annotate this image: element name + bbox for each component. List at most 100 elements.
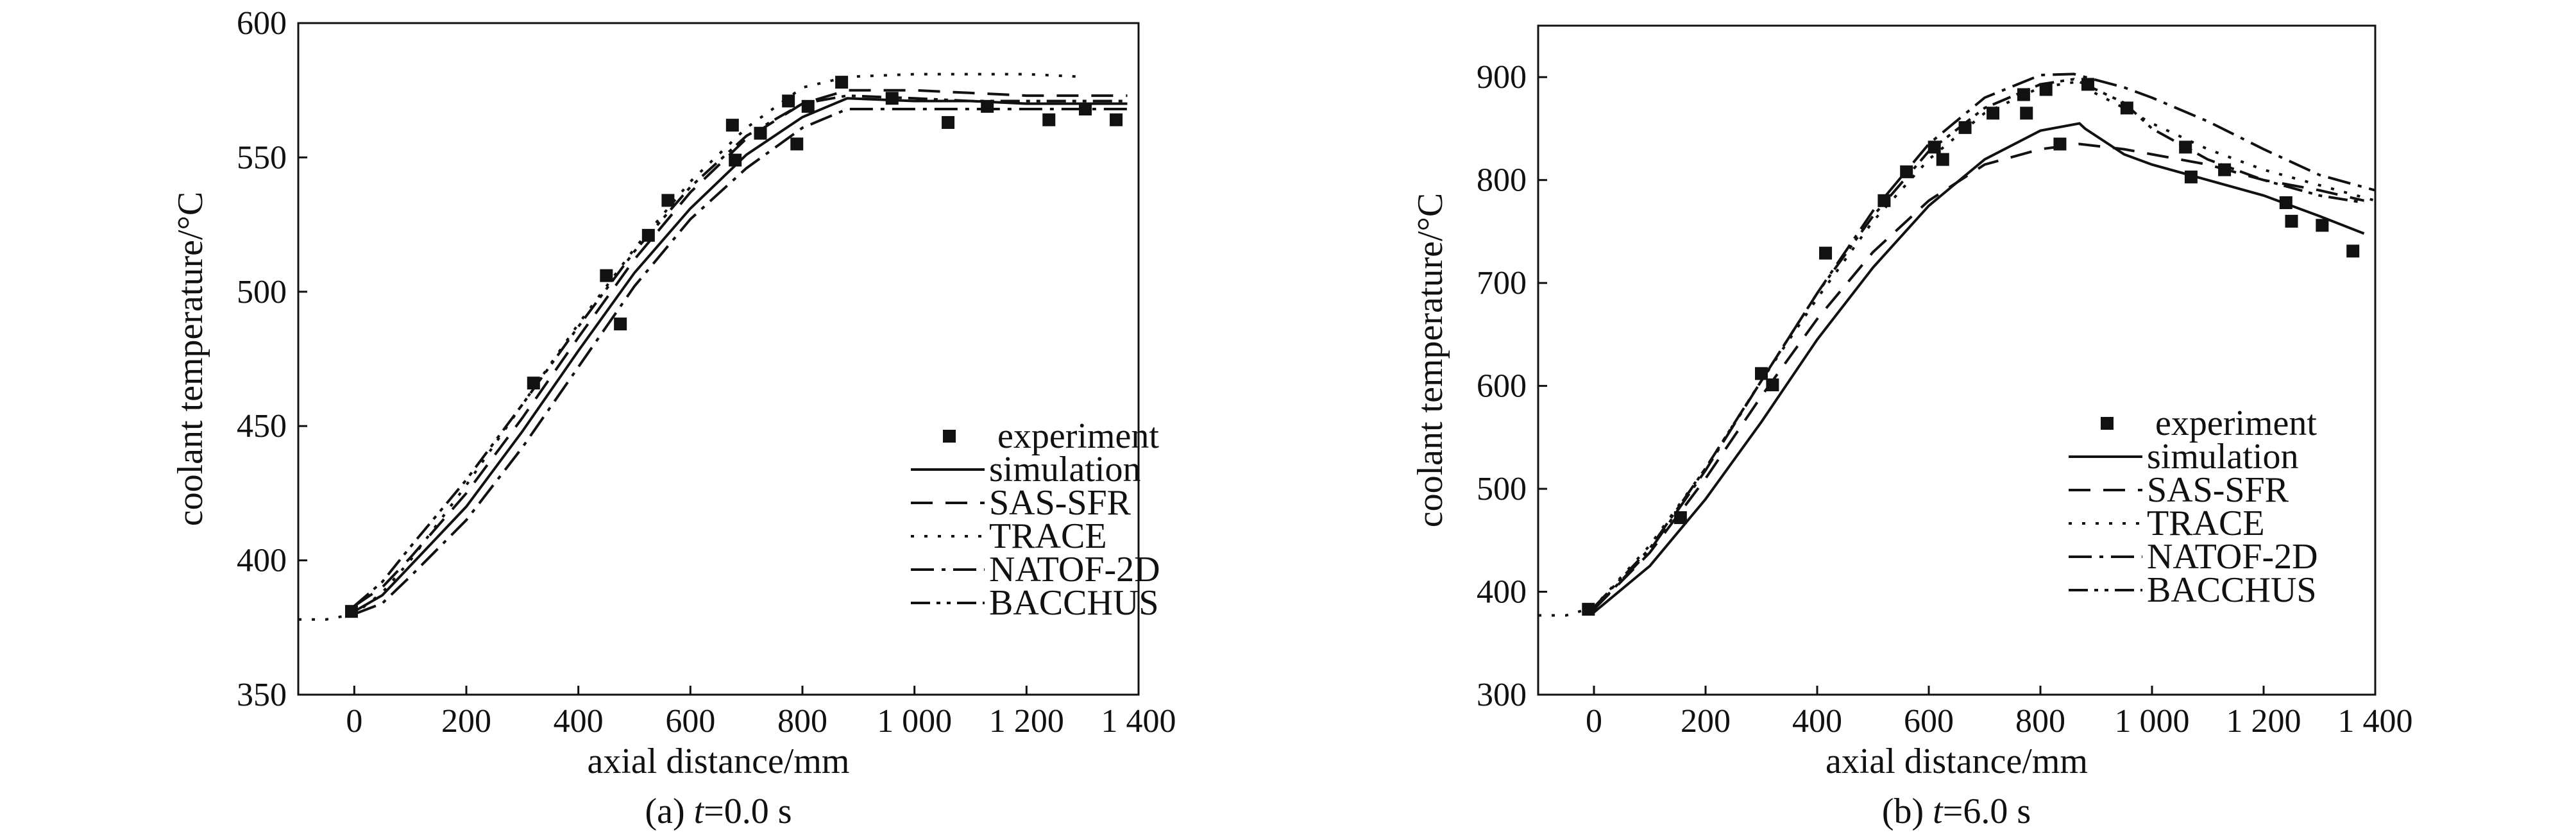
experiment-point [2053, 137, 2067, 151]
series-line-trace [1538, 81, 2375, 617]
experiment-point [661, 194, 675, 207]
legend-label-natof-2d: NATOF-2D [2147, 537, 2318, 577]
experiment-point [1755, 367, 1768, 380]
y-tick-label: 900 [1477, 59, 1527, 96]
panel-caption: (b) t=6.0 s [1882, 792, 2031, 831]
experiment-point [614, 318, 627, 331]
x-tick-label: 400 [554, 703, 604, 740]
x-tick-label: 1 200 [2226, 703, 2301, 740]
x-axis-label: axial distance/mm [1826, 742, 2088, 781]
x-tick-label: 800 [2015, 703, 2065, 740]
experiment-point [2020, 106, 2033, 120]
experiment-point [835, 76, 849, 89]
x-tick-label: 0 [346, 703, 362, 740]
panel-b: 0 200 400 600 800 1 000 1 200 1 400 300 400 500 600… [1411, 24, 2413, 831]
experiment-point [2184, 170, 2198, 183]
experiment-point [1928, 140, 1941, 154]
legend-label-experiment: experiment [997, 416, 1159, 456]
legend-label-simulation: simulation [989, 450, 1140, 489]
x-tick-label: 200 [441, 703, 491, 740]
experiment-point [600, 269, 613, 282]
legend-marker-experiment [2101, 417, 2114, 430]
legend-label-sas-sfr: SAS-SFR [2147, 470, 2289, 510]
series-line-simulation [1593, 122, 2365, 614]
experiment-point [527, 377, 540, 390]
y-tick-label: 550 [237, 139, 287, 176]
x-tick-label: 600 [665, 703, 715, 740]
experiment-point [885, 92, 899, 105]
x-tick-label: 1 000 [877, 703, 952, 740]
x-tick-label: 1 000 [2115, 703, 2190, 740]
legend-label-bacchus: BACCHUS [989, 583, 1159, 623]
experiment-point [2316, 219, 2329, 232]
experiment-point [1582, 602, 1595, 616]
experiment-point [1110, 113, 1123, 126]
y-tick-label: 350 [237, 677, 287, 713]
series-line-simulation [353, 97, 1128, 613]
experiment-point [1987, 106, 2000, 120]
experiment-point [981, 99, 994, 113]
y-tick-label: 700 [1477, 265, 1527, 301]
caption-variable: t [694, 792, 705, 831]
y-tick-label: 450 [237, 408, 287, 445]
y-tick-label: 500 [237, 274, 287, 310]
experiment-point [344, 605, 358, 618]
experiment-point [1819, 246, 1833, 260]
experiment-point [2279, 196, 2292, 209]
experiment-point [2179, 140, 2192, 154]
legend: experimentsimulationSAS-SFRTRACENATOF-2D… [2069, 403, 2318, 610]
experiment-point [942, 115, 955, 129]
y-tick-label: 800 [1477, 162, 1527, 199]
legend-label-bacchus: BACCHUS [2147, 570, 2317, 610]
experiment-point [1958, 121, 1972, 134]
series-line-trace [298, 72, 1083, 621]
experiment-point [2285, 214, 2298, 228]
x-tick-label: 1 400 [2338, 703, 2413, 740]
experiment-point [725, 119, 739, 132]
x-tick-label: 600 [1904, 703, 1954, 740]
panel-caption: (a) t=0.0 s [645, 792, 792, 831]
y-tick-label: 500 [1477, 471, 1527, 507]
experiment-point [2039, 83, 2053, 96]
caption-suffix: =0.0 s [704, 792, 792, 831]
experiment-point [754, 126, 767, 140]
experiment-point [1042, 113, 1056, 126]
experiment-point [1766, 378, 1779, 392]
experiment-point [782, 94, 795, 108]
series-line-natof-2d [353, 108, 1128, 616]
series-line-sas-sfr [353, 89, 1128, 607]
experiment-point [1674, 511, 1687, 525]
y-tick-label: 600 [237, 5, 287, 42]
legend-label-experiment: experiment [2155, 403, 2317, 443]
x-tick-label: 0 [1586, 703, 1602, 740]
experiment-point [1877, 194, 1891, 207]
experiment-point [2017, 88, 2030, 101]
experiment-point [641, 228, 655, 242]
plot-frame [1537, 24, 2377, 696]
y-axis-label: coolant temperature/°C [1411, 193, 1450, 528]
experiment-point [2081, 78, 2094, 91]
legend-label-trace: TRACE [2147, 504, 2265, 543]
series-line-natof-2d [1593, 72, 2375, 611]
y-tick-label: 400 [1477, 574, 1527, 611]
experiment-point [1900, 165, 1913, 178]
series-line-sas-sfr [1593, 142, 2365, 611]
legend-label-simulation: simulation [2147, 437, 2298, 477]
experiment-point [2120, 101, 2133, 115]
legend-label-trace: TRACE [989, 516, 1107, 556]
experiment-point [790, 137, 804, 151]
x-tick-label: 1 200 [989, 703, 1064, 740]
legend-label-sas-sfr: SAS-SFR [989, 483, 1131, 523]
experiment-point [2346, 244, 2360, 258]
experiment-point [2218, 163, 2232, 176]
caption-prefix: (a) [645, 792, 693, 831]
x-tick-label: 1 400 [1101, 703, 1176, 740]
x-tick-label: 800 [777, 703, 827, 740]
x-axis-label: axial distance/mm [588, 742, 850, 781]
y-tick-label: 600 [1477, 368, 1527, 405]
y-tick-label: 400 [237, 543, 287, 579]
y-axis-label: coolant temperature/°C [171, 192, 210, 527]
x-tick-label: 200 [1681, 703, 1731, 740]
y-tick-label: 300 [1477, 677, 1527, 713]
